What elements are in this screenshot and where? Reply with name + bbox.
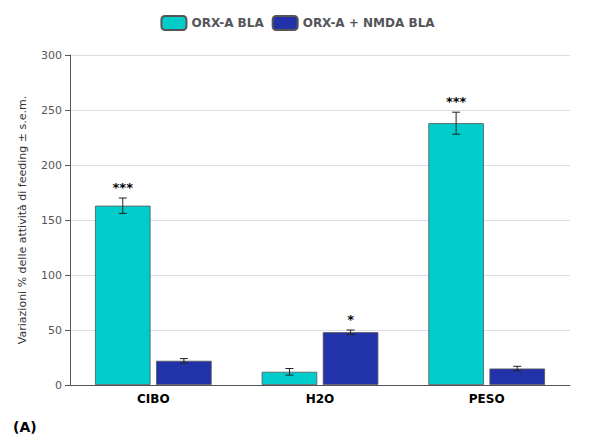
svg-text:0: 0 [55, 379, 62, 392]
svg-text:100: 100 [41, 269, 62, 282]
svg-text:H2O: H2O [306, 392, 335, 406]
svg-text:Variazioni % delle attività di: Variazioni % delle attività di feeding ±… [16, 96, 29, 344]
svg-text:200: 200 [41, 159, 62, 172]
svg-text:300: 300 [41, 49, 62, 62]
svg-text:PESO: PESO [469, 392, 505, 406]
svg-text:ORX-A + NMDA BLA: ORX-A + NMDA BLA [303, 16, 436, 30]
svg-text:50: 50 [48, 324, 62, 337]
svg-text:*: * [347, 312, 354, 327]
svg-text:150: 150 [41, 214, 62, 227]
svg-text:***: *** [446, 94, 467, 109]
svg-text:***: *** [113, 180, 134, 195]
svg-text:CIBO: CIBO [137, 392, 170, 406]
svg-text:(A): (A) [13, 419, 37, 435]
svg-text:250: 250 [41, 104, 62, 117]
svg-text:ORX-A BLA: ORX-A BLA [191, 16, 264, 30]
